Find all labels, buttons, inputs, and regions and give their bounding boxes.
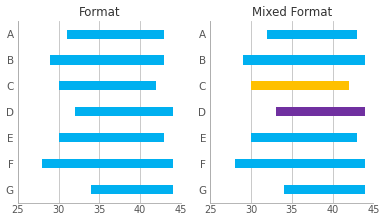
Bar <box>235 159 365 168</box>
Bar <box>276 107 365 116</box>
Bar <box>50 55 164 65</box>
Bar <box>251 133 357 142</box>
Bar <box>251 81 349 90</box>
Bar <box>284 185 365 194</box>
Bar <box>243 55 365 65</box>
Title: Format: Format <box>79 6 120 19</box>
Bar <box>42 159 172 168</box>
Bar <box>67 30 164 39</box>
Title: Mixed Format: Mixed Format <box>252 6 332 19</box>
Bar <box>91 185 172 194</box>
Bar <box>59 81 156 90</box>
Bar <box>75 107 172 116</box>
Bar <box>59 133 164 142</box>
Bar <box>267 30 357 39</box>
